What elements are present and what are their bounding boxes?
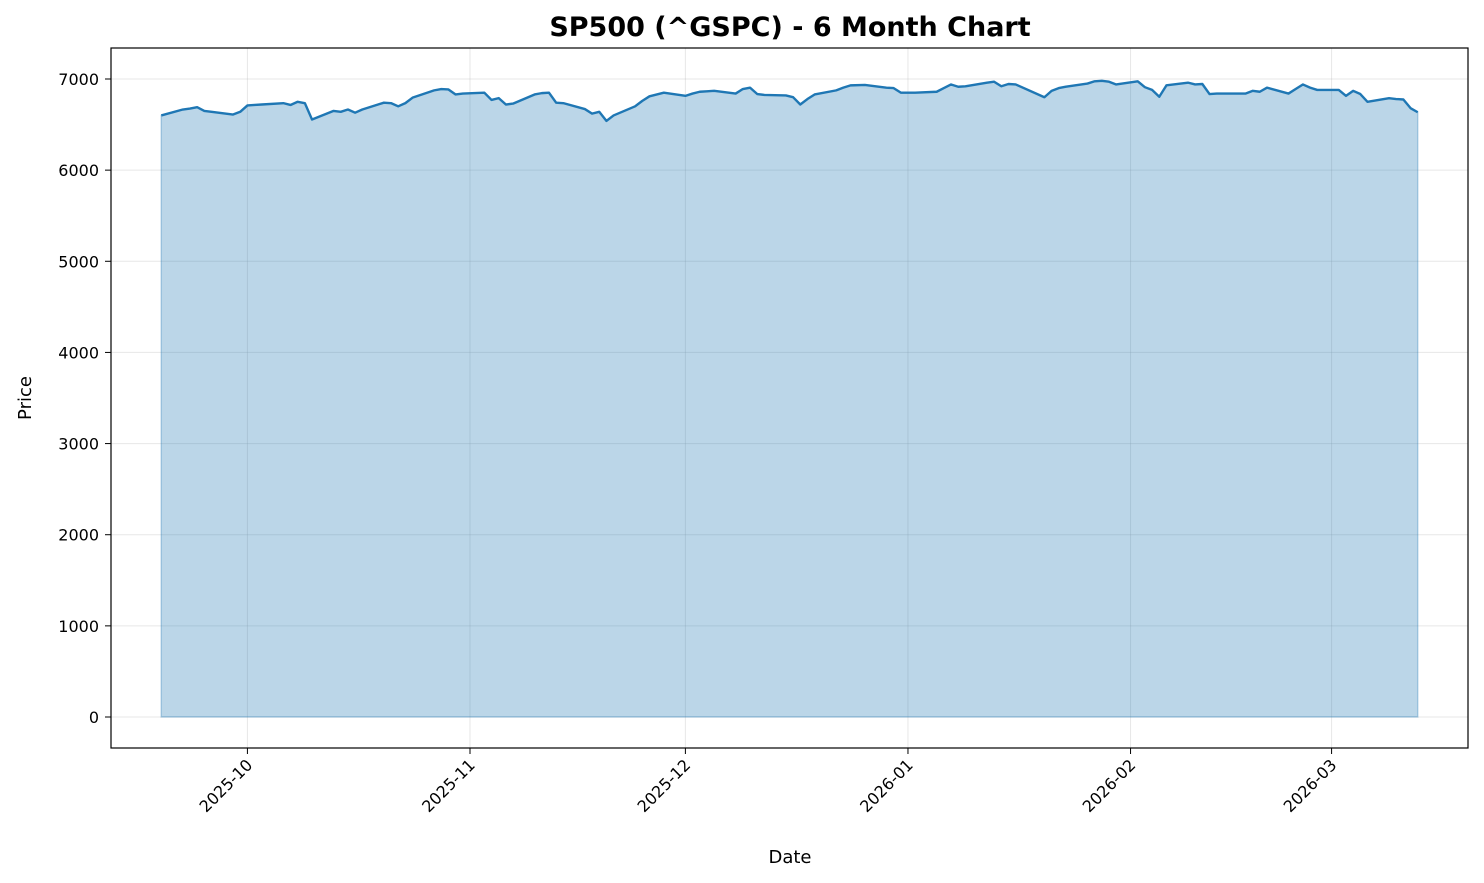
price-line	[160, 79, 1419, 123]
y-tick-label: 5000	[58, 252, 99, 271]
plot-area	[160, 79, 1419, 718]
y-tick-label: 1000	[58, 617, 99, 636]
y-tick-label: 6000	[58, 161, 99, 180]
x-tick-label: 2025-12	[634, 755, 695, 816]
x-tick-label: 2026-03	[1280, 755, 1341, 816]
x-tick-label: 2025-11	[418, 755, 479, 816]
x-tick-label: 2026-01	[856, 755, 917, 816]
price-area-fill	[160, 80, 1419, 718]
y-axis-ticks: 0 1000 2000 3000 4000 5000 6000 7000	[58, 70, 111, 727]
x-axis-ticks: 2025-10 2025-11 2025-12 2026-01 2026-02 2026-…	[196, 748, 1341, 816]
y-tick-label: 0	[89, 708, 99, 727]
chart-title: SP500 (^GSPC) - 6 Month Chart	[549, 12, 1030, 43]
grid	[111, 48, 1468, 748]
x-tick-label: 2026-02	[1079, 755, 1140, 816]
y-axis-label: Price	[15, 376, 36, 420]
x-tick-label: 2025-10	[196, 755, 257, 816]
y-tick-label: 7000	[58, 70, 99, 89]
y-tick-label: 2000	[58, 526, 99, 545]
axes-frame	[110, 47, 1469, 749]
x-axis-label: Date	[768, 847, 811, 868]
y-tick-label: 3000	[58, 435, 99, 454]
y-tick-label: 4000	[58, 343, 99, 362]
